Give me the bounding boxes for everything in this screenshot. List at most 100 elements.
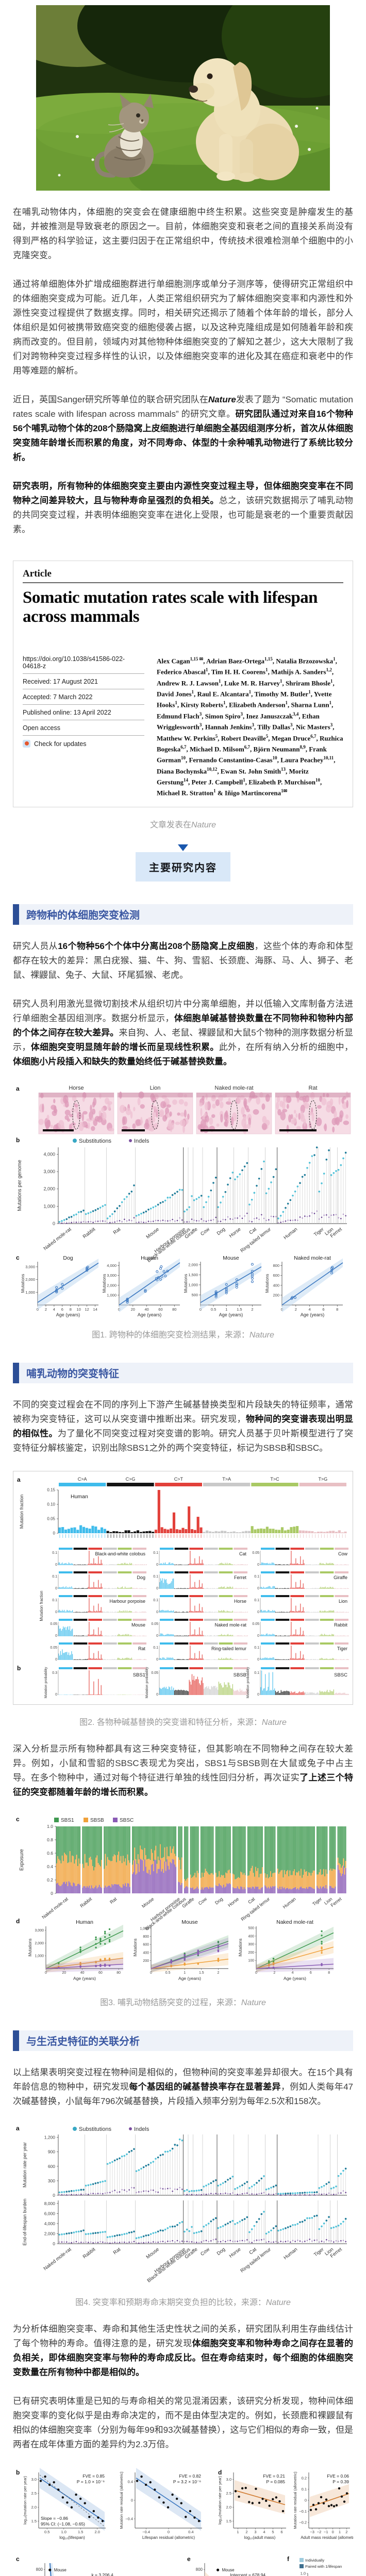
svg-text:b: b [16, 2469, 20, 2476]
svg-text:500: 500 [248, 1926, 254, 1930]
svg-text:1,000: 1,000 [140, 1927, 149, 1930]
svg-text:60: 60 [98, 1971, 103, 1975]
svg-text:6: 6 [322, 1307, 324, 1312]
text-run: 在哺乳动物体内，体细胞的突变会在健康细胞中终生积累。这些突变是肿瘤发生的基础，并… [13, 207, 353, 260]
svg-text:1,500: 1,500 [188, 1273, 198, 1277]
svg-text:0: 0 [257, 1563, 259, 1567]
svg-text:1,000: 1,000 [25, 1290, 35, 1295]
svg-text:3,000: 3,000 [25, 1264, 35, 1269]
check-for-updates-button[interactable]: Check for updates [23, 735, 144, 751]
svg-text:8,000: 8,000 [44, 2201, 56, 2206]
svg-text:SBSB: SBSB [90, 1818, 104, 1823]
svg-text:Horse: Horse [69, 1085, 84, 1091]
svg-text:Cow: Cow [197, 1896, 208, 1906]
svg-text:Mutation fraction: Mutation fraction [19, 1495, 24, 1529]
svg-text:2: 2 [295, 1307, 297, 1312]
svg-text:0.5: 0.5 [44, 2530, 49, 2534]
svg-text:Dog: Dog [216, 1226, 227, 1236]
svg-text:Horse: Horse [228, 2246, 242, 2259]
svg-text:0.05: 0.05 [151, 1671, 158, 1675]
svg-text:2: 2 [251, 1307, 253, 1312]
svg-text:600: 600 [143, 1943, 149, 1946]
svg-text:Mutations: Mutations [238, 1938, 243, 1956]
svg-text:Mutation rate per year: Mutation rate per year [22, 2142, 27, 2188]
svg-text:Tiger: Tiger [337, 1646, 347, 1651]
svg-text:0: 0 [257, 1611, 259, 1614]
svg-text:1,000: 1,000 [35, 1954, 44, 1958]
svg-text:Human: Human [282, 2246, 298, 2261]
text-run: 此外，在所有纳入分析的细胞中， [219, 1042, 354, 1052]
svg-text:Mouse: Mouse [181, 1919, 198, 1925]
svg-text:Naked mole-rat: Naked mole-rat [276, 1919, 313, 1925]
svg-text:14: 14 [93, 1307, 97, 1312]
figure-1-caption: 图1. 跨物种的体细胞突变检测结果，来源：Nature [13, 1328, 353, 1340]
svg-text:400: 400 [248, 1935, 254, 1938]
paper-doi-link[interactable]: https://doi.org/10.1038/s41586-022-04618… [23, 655, 125, 670]
main-content-badge: 主要研究内容 [13, 844, 353, 882]
svg-text:0.05: 0.05 [151, 1622, 158, 1626]
svg-text:b: b [16, 1137, 20, 1144]
svg-text:SBSC: SBSC [120, 1818, 134, 1823]
svg-text:Rat: Rat [308, 1085, 317, 1091]
paragraph: 以上结果表明突变过程在物种间是相似的，但物种间的突变率差异却很大。在15个具有年… [13, 2065, 353, 2109]
svg-text:a: a [16, 1085, 20, 1092]
svg-text:0: 0 [51, 1891, 53, 1896]
figure-5: b 1.5 2.0 2.5 3.0 0.5 1.0 1.5 2.0 log₁₀(lifespan)… [13, 2467, 353, 2576]
svg-text:40: 40 [80, 1971, 85, 1975]
paragraph: 通过将单细胞体外扩增成细胞群进行单细胞测序或单分子测序等，使得研究正常组织中的体… [13, 277, 353, 378]
svg-text:Cow: Cow [199, 1226, 211, 1236]
svg-text:0: 0 [156, 1634, 158, 1638]
svg-text:0: 0 [53, 1221, 55, 1226]
svg-text:0.1: 0.1 [153, 1575, 158, 1579]
svg-text:3,000: 3,000 [43, 1169, 55, 1174]
svg-text:Horse: Horse [227, 1896, 240, 1908]
caption-source: Nature [249, 1330, 274, 1340]
svg-text:Mouse: Mouse [131, 1622, 145, 1628]
svg-text:Dog: Dog [63, 1255, 73, 1261]
svg-text:80: 80 [117, 1971, 121, 1975]
svg-text:Indels: Indels [134, 1138, 149, 1144]
svg-text:Mouse: Mouse [141, 1896, 155, 1909]
svg-text:Rat: Rat [109, 1896, 118, 1905]
svg-text:1.5: 1.5 [78, 2530, 83, 2534]
svg-text:Mutations: Mutations [28, 1938, 32, 1956]
svg-text:Rabbit: Rabbit [334, 1622, 348, 1628]
svg-text:Rat: Rat [112, 1226, 122, 1235]
text-run: 了上述三个特征的突变都随着年龄的增长而积累。 [13, 1772, 354, 1797]
text-run: ，例如人类每年47次碱基替换，小鼠每年796次碱基替换，片段插入频率分别为每年2… [13, 2081, 354, 2106]
svg-text:0: 0 [257, 1587, 259, 1590]
svg-text:2.5: 2.5 [31, 2491, 37, 2496]
svg-text:Tiger: Tiger [311, 1896, 323, 1906]
svg-text:C>G: C>G [126, 1477, 136, 1482]
svg-text:1.5: 1.5 [199, 1971, 204, 1975]
svg-text:Mouse: Mouse [145, 2246, 160, 2260]
svg-text:c: c [16, 1254, 20, 1261]
svg-text:Mutations: Mutations [264, 1274, 270, 1293]
text-run: 为了量化不同突变过程对突变谱的影响。研究人员基于贝叶斯模型进行了突变特征分解核鉴… [13, 1428, 354, 1453]
svg-text:0.2: 0.2 [47, 1877, 53, 1883]
svg-text:1,000: 1,000 [107, 1293, 117, 1297]
svg-text:0.1: 0.1 [153, 1551, 158, 1555]
svg-text:200: 200 [248, 1951, 254, 1955]
paper-title: Somatic mutation rates scale with lifesp… [23, 588, 318, 626]
svg-text:Mouse: Mouse [145, 1226, 160, 1240]
svg-text:4,000: 4,000 [44, 2221, 56, 2226]
svg-text:0: 0 [150, 1971, 152, 1975]
svg-text:0: 0 [55, 1587, 57, 1590]
svg-text:Substitutions: Substitutions [79, 1138, 111, 1144]
svg-text:Mutations: Mutations [183, 1274, 188, 1293]
figure-1: a Horse Lion Naked mole-rat Rat b Substitution… [13, 1084, 353, 1317]
svg-text:0: 0 [53, 2193, 55, 2198]
svg-text:Slope = −0.86: Slope = −0.86 [41, 2516, 68, 2521]
caption-source: Nature [191, 820, 217, 829]
svg-text:200: 200 [143, 1959, 149, 1963]
svg-text:1,000: 1,000 [188, 1282, 198, 1287]
svg-text:300: 300 [48, 2178, 55, 2183]
text-run: 深入分析显示所有物种都具有这三种突变特征，但其影响在不同物种之间存在较大差异。例… [13, 1743, 353, 1783]
svg-text:0.4: 0.4 [47, 1864, 53, 1869]
svg-text:T>A: T>A [222, 1477, 231, 1482]
caption-text: 图3. 哺乳动物结肠突变的过程，来源： [100, 1998, 241, 2007]
paragraph: 深入分析显示所有物种都具有这三种突变特征，但其影响在不同物种之间存在较大差异。例… [13, 1742, 353, 1800]
svg-text:Ring-tailed lemur: Ring-tailed lemur [211, 1646, 246, 1651]
svg-text:1.5: 1.5 [237, 1307, 242, 1312]
